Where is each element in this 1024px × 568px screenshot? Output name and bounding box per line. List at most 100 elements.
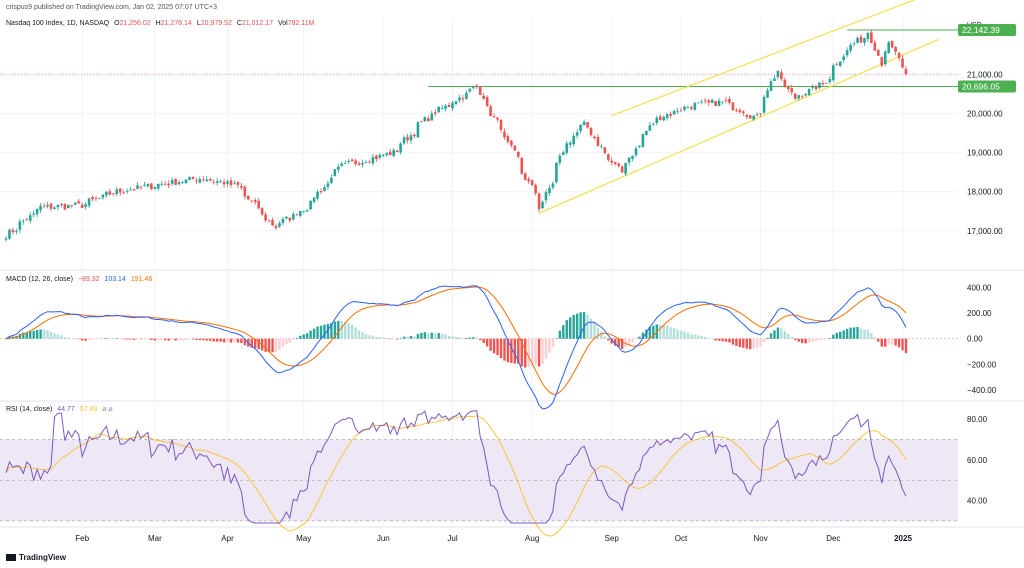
x-tick-label: Mar	[148, 534, 162, 543]
candle	[641, 134, 645, 147]
macd-histogram-bar	[122, 338, 125, 340]
candle	[679, 110, 683, 112]
candle	[842, 56, 845, 61]
macd-histogram-bar	[714, 338, 717, 341]
macd-histogram-bar	[856, 327, 859, 339]
macd-histogram-bar	[392, 338, 395, 340]
macd-histogram-bar	[125, 338, 129, 340]
candle	[347, 160, 350, 163]
vol-key: Vol	[278, 20, 288, 27]
candle	[247, 195, 250, 200]
candle	[39, 206, 42, 211]
candle	[91, 197, 94, 200]
candle	[288, 217, 292, 221]
candle	[28, 215, 32, 221]
candle	[724, 100, 728, 101]
candle	[613, 162, 617, 165]
candle	[513, 145, 517, 151]
candle	[281, 218, 285, 223]
candle	[378, 154, 382, 158]
macd-histogram-bar	[749, 338, 752, 350]
candle	[226, 181, 229, 184]
macd-histogram-bar	[652, 325, 655, 339]
candle	[122, 192, 125, 194]
macd-histogram-bar	[139, 338, 143, 340]
macd-histogram-bar	[582, 312, 586, 339]
macd-histogram-bar	[254, 338, 257, 348]
macd-histogram-bar	[458, 337, 461, 339]
macd-histogram-bar	[305, 333, 309, 339]
channel-line	[611, 0, 916, 117]
candle	[385, 152, 389, 155]
candle	[852, 43, 856, 45]
macd-histogram-bar	[492, 338, 496, 354]
macd-histogram-bar	[98, 338, 101, 340]
x-tick-label: Nov	[753, 534, 767, 543]
macd-histogram-bar	[430, 332, 433, 339]
candle	[773, 78, 776, 81]
candle	[877, 50, 880, 56]
candle	[402, 137, 406, 144]
macd-line	[5, 285, 907, 410]
x-tick-label: Dec	[826, 534, 840, 543]
candle	[638, 145, 641, 148]
publisher-line: crispus9 published on TradingView.com, J…	[6, 4, 217, 11]
candle	[669, 113, 672, 116]
candle	[350, 159, 354, 162]
macd-histogram-bar	[769, 333, 773, 339]
candle	[624, 163, 627, 174]
candle	[271, 220, 274, 226]
macd-histogram-bar	[274, 338, 278, 353]
hidden-value-icon: ⌀ ⌀	[102, 406, 113, 413]
price-title: Nasdaq 100 Index, 1D, NASDAQ	[6, 20, 110, 27]
candle	[655, 117, 659, 123]
candle	[537, 193, 541, 210]
candle	[703, 100, 707, 102]
candle	[742, 111, 745, 114]
ohlc-c: 21,012.17	[241, 20, 274, 27]
macd-histogram-bar	[579, 312, 582, 339]
candle	[721, 101, 724, 103]
macd-histogram-bar	[565, 320, 568, 339]
candle	[108, 191, 112, 195]
macd-histogram-bar	[544, 338, 548, 359]
candle	[129, 189, 132, 191]
candle	[330, 177, 333, 184]
macd-histogram-bar	[849, 327, 852, 339]
candle	[285, 216, 288, 219]
candle	[755, 114, 759, 116]
macd-histogram-bar	[638, 336, 641, 339]
macd-histogram-bar	[790, 336, 793, 339]
candle	[208, 179, 212, 181]
candle	[783, 79, 787, 87]
macd-histogram-bar	[697, 335, 700, 339]
macd-histogram-bar	[198, 338, 202, 341]
candle	[22, 220, 25, 222]
candle	[49, 203, 53, 209]
macd-histogram-bar	[890, 338, 894, 345]
price-tick-label: 17,000.00	[967, 227, 1003, 236]
macd-histogram-bar	[132, 338, 136, 340]
candle	[652, 124, 655, 126]
x-tick-label: Sep	[605, 534, 620, 543]
macd-histogram-bar	[479, 338, 482, 341]
candle	[260, 208, 264, 215]
macd-histogram-bar	[215, 338, 219, 342]
candle	[465, 92, 468, 100]
macd-histogram-bar	[527, 338, 530, 368]
macd-histogram-bar	[129, 338, 132, 340]
macd-histogram-bar	[603, 336, 607, 339]
candle	[447, 104, 451, 108]
candle	[420, 121, 423, 122]
macd-histogram-bar	[167, 338, 170, 341]
macd-histogram-bar	[690, 334, 693, 339]
candle	[717, 100, 721, 106]
macd-histogram-bar	[299, 335, 302, 339]
ohlc-l: 20,979.52	[200, 20, 232, 27]
candle	[264, 214, 267, 221]
price-pane	[0, 0, 958, 242]
candle	[440, 107, 444, 109]
candle	[568, 142, 572, 145]
rsi-title: RSI (14, close)	[6, 406, 53, 413]
candle	[302, 211, 305, 213]
